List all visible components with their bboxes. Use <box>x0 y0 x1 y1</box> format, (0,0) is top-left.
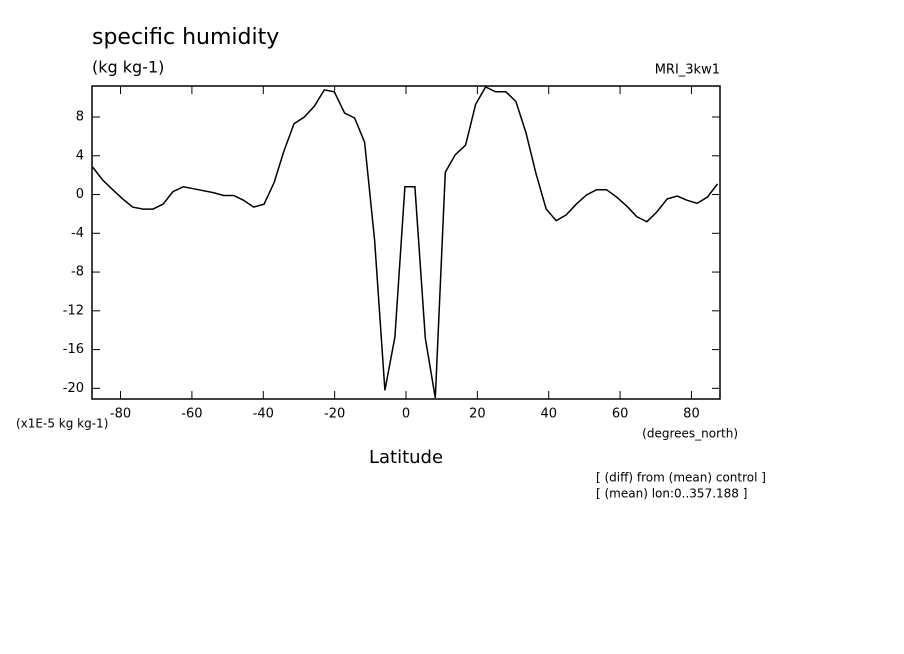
x-tick-label: -60 <box>181 407 202 422</box>
y-tick-label: -16 <box>63 342 84 357</box>
y-unit-label: (x1E-5 kg kg-1) <box>16 417 108 431</box>
x-tick-label: -40 <box>253 407 274 422</box>
y-tick-label: 8 <box>76 110 84 125</box>
plot-frame <box>91 85 721 400</box>
model-label: MRI_3kw1 <box>655 63 720 78</box>
chart-title: specific humidity <box>92 25 279 50</box>
x-axis-title: Latitude <box>369 447 443 468</box>
x-tick-label: 20 <box>469 407 486 422</box>
data-line <box>92 86 719 399</box>
x-tick-label: 0 <box>402 407 410 422</box>
note: [ (mean) lon:0..357.188 ] <box>596 487 747 501</box>
y-tick-label: -4 <box>71 226 84 241</box>
x-tick-label: -80 <box>110 407 131 422</box>
x-tick-label: 60 <box>612 407 629 422</box>
chart-subtitle: (kg kg-1) <box>92 58 164 77</box>
y-tick-label: -8 <box>71 265 84 280</box>
x-tick-label: -20 <box>324 407 345 422</box>
x-tick-label: 80 <box>683 407 700 422</box>
x-tick-label: 40 <box>540 407 557 422</box>
y-tick-label: 4 <box>76 148 84 163</box>
x-unit-label: (degrees_north) <box>642 427 738 441</box>
note: [ (diff) from (mean) control ] <box>596 471 766 485</box>
y-tick-label: 0 <box>76 187 84 202</box>
y-tick-label: -20 <box>63 381 84 396</box>
y-tick-label: -12 <box>63 303 84 318</box>
